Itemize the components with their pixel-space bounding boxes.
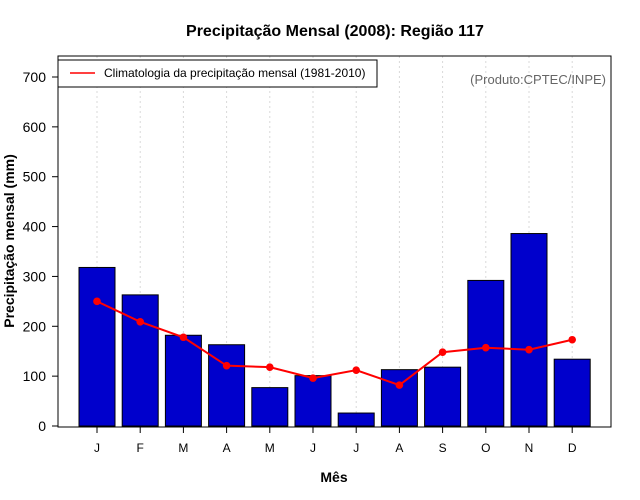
climatology-point xyxy=(179,333,188,342)
x-tick-label: J xyxy=(310,441,316,455)
y-tick-label: 400 xyxy=(23,219,47,235)
bar xyxy=(164,334,202,427)
climatology-point xyxy=(222,361,231,370)
bar xyxy=(553,358,591,427)
legend: Climatologia da precipitação mensal (198… xyxy=(57,59,378,88)
climatology-point xyxy=(93,297,101,306)
x-tick-label: J xyxy=(353,441,359,455)
x-tick-label: M xyxy=(265,441,275,455)
x-tick-label: F xyxy=(137,441,144,455)
y-tick-label: 200 xyxy=(23,318,47,334)
climatology-point xyxy=(395,381,404,389)
bar xyxy=(337,412,375,427)
y-tick-label: 600 xyxy=(23,119,47,135)
climatology-point xyxy=(482,343,490,352)
bar xyxy=(251,387,289,427)
y-axis: 0 100 200 300 400 500 600 700 xyxy=(23,69,58,434)
x-tick-label: A xyxy=(395,441,403,455)
x-tick-label: A xyxy=(223,441,231,455)
bar xyxy=(467,279,505,427)
y-tick-label: 700 xyxy=(23,69,47,85)
bars xyxy=(78,233,591,427)
climatology-point xyxy=(266,363,274,371)
x-tick-label: J xyxy=(94,441,100,455)
bar xyxy=(510,233,548,427)
climatology-point xyxy=(352,366,361,374)
x-tick-label: O xyxy=(481,441,490,455)
x-tick-label: N xyxy=(525,441,534,455)
x-tick-label: D xyxy=(568,441,577,455)
bar xyxy=(121,294,159,427)
y-tick-label: 0 xyxy=(38,418,46,434)
legend-entry-climatology: Climatologia da precipitação mensal (198… xyxy=(104,66,365,80)
plot-frame xyxy=(57,55,612,428)
bar xyxy=(380,369,418,427)
y-tick-label: 300 xyxy=(23,268,47,284)
grid-lines xyxy=(96,56,573,427)
y-axis-label: Precipitação mensal (mm) xyxy=(1,154,17,328)
climatology-point xyxy=(568,335,576,344)
bar xyxy=(78,266,116,427)
y-tick-label: 100 xyxy=(23,368,47,384)
bar xyxy=(294,375,332,427)
legend-box xyxy=(57,59,378,88)
y-tick-label: 500 xyxy=(23,169,47,185)
climatology-point xyxy=(136,317,144,326)
climatology-line xyxy=(96,300,573,387)
x-tick-label: M xyxy=(178,441,188,455)
climatology-line-series xyxy=(93,297,576,389)
product-annotation: (Produto:CPTEC/INPE) xyxy=(470,72,606,87)
bar xyxy=(424,366,462,427)
x-tick-label: S xyxy=(439,441,447,455)
climatology-point xyxy=(525,345,533,354)
chart-title: Precipitação Mensal (2008): Região 117 xyxy=(186,23,484,40)
climatology-point xyxy=(309,374,317,382)
climatology-point xyxy=(438,348,447,357)
x-axis-label: Mês xyxy=(320,469,347,485)
bar xyxy=(208,344,246,427)
